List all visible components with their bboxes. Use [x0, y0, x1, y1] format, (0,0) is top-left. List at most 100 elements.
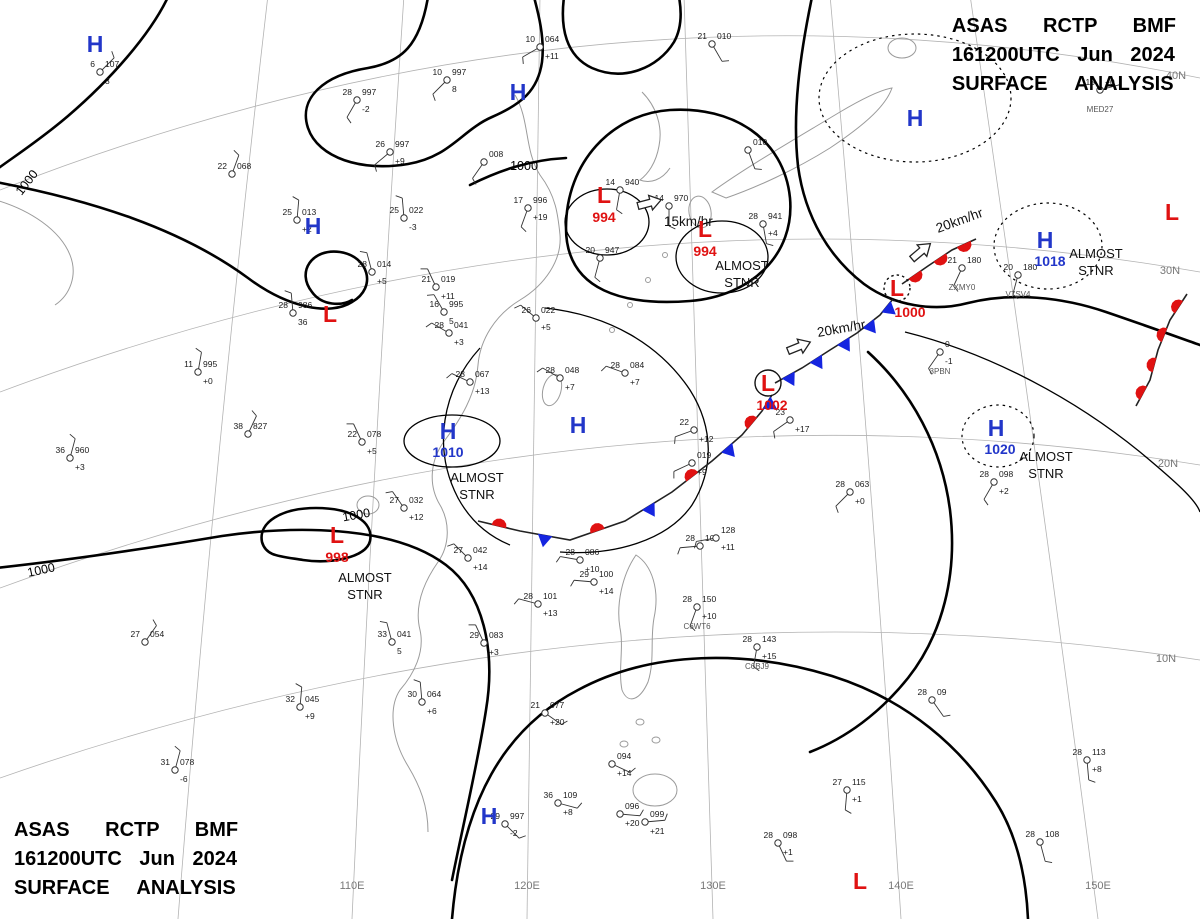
station-pressure: 008 [489, 149, 503, 159]
station-circle [464, 554, 472, 562]
station-pressure: 064 [545, 34, 559, 44]
station-circle [1083, 756, 1091, 764]
wind-barb-tick [1088, 779, 1096, 783]
pressure-value: 998 [325, 549, 349, 565]
station-pressure: 101 [543, 591, 557, 601]
wind-barb-tick [555, 556, 561, 563]
station-circle [693, 603, 701, 611]
station-id: ZXMY0 [949, 283, 976, 292]
station-circle [616, 810, 624, 818]
station-circle [608, 760, 616, 768]
movement-note: ALMOST [338, 570, 392, 585]
station-pressure: 947 [605, 245, 619, 255]
warm-front-marker [491, 518, 507, 529]
station-tendency: 8 [452, 84, 457, 94]
movement-note: STNR [459, 487, 494, 502]
pressure-letter: H [440, 418, 457, 444]
station-circle [708, 40, 716, 48]
pressure-letter: H [988, 415, 1005, 441]
longitude-label: 140E [888, 880, 914, 892]
high-pressure-center: H [510, 79, 527, 105]
isobar-1000 [0, 181, 369, 310]
wind-barb-tick [639, 809, 644, 816]
wind-barb-tick [629, 767, 636, 773]
station-circle [688, 459, 696, 467]
wind-barb-tick [835, 505, 839, 513]
pressure-value: 1010 [432, 444, 463, 460]
station-plot: 21 010 [698, 31, 731, 62]
station-pressure: 096 [625, 801, 639, 811]
station-plot: 33 041 5 [378, 621, 411, 656]
station-pressure: 064 [427, 689, 441, 699]
station-tendency: +10 [585, 564, 600, 574]
station-circle [524, 204, 532, 212]
station-plot: 25 022 -3 [390, 195, 423, 232]
pressure-letter: L [330, 522, 344, 548]
station-circle [774, 839, 782, 847]
station-temperature: 25 [390, 205, 400, 215]
wind-barb-tick [694, 541, 697, 549]
station-temperature: 21 [948, 255, 958, 265]
pressure-letter: L [1165, 199, 1179, 225]
wind-barb-tick [374, 164, 377, 172]
island-coastline [609, 327, 615, 333]
station-circle [466, 378, 474, 386]
station-circle [696, 542, 704, 550]
warm-front-marker [1135, 385, 1148, 400]
station-pressure: 108 [1045, 829, 1059, 839]
station-tendency: 5 [397, 646, 402, 656]
pressure-letter: H [1037, 227, 1054, 253]
station-circle [958, 264, 966, 272]
station-temperature: 23 [776, 407, 786, 417]
station-temperature: 27 [833, 777, 843, 787]
station-plot: 28 086 +10 [555, 547, 600, 574]
station-temperature: 28 [743, 634, 753, 644]
island-coastline [632, 773, 678, 807]
station-plot: 019 +9 [673, 450, 711, 479]
wind-barb-tick [928, 368, 933, 375]
isobar-dotted [818, 33, 1012, 163]
wind-barb-tick [346, 117, 352, 124]
station-temperature: 27 [131, 629, 141, 639]
isobar-value-label: 1000 [510, 159, 538, 173]
front-line [477, 394, 773, 541]
station-pressure: 115 [852, 777, 866, 787]
station-plot: 096 +20 [616, 801, 644, 828]
station-pressure: 083 [489, 630, 503, 640]
wind-barb-tick [284, 290, 292, 294]
station-pressure: 054 [150, 629, 164, 639]
isobar-1000 [0, 528, 491, 882]
center-circle [754, 369, 782, 397]
longitude-label: 120E [514, 880, 540, 892]
station-tendency: +0 [203, 376, 213, 386]
wind-barb-tick [561, 720, 568, 725]
station-pressure: 827 [253, 421, 267, 431]
station-circle [440, 308, 448, 316]
station-tendency: +13 [543, 608, 558, 618]
movement-arrow-icon [636, 194, 663, 212]
wind-barb-tick [174, 745, 181, 752]
isobar-1000 [808, 350, 954, 754]
station-plot: 23 +17 [773, 407, 810, 439]
station-tendency: +8 [563, 807, 573, 817]
station-temperature: 15 [1086, 77, 1096, 87]
cold-front [774, 298, 896, 386]
wind-barb-tick [152, 619, 157, 626]
station-circle [480, 158, 488, 166]
cold-front-marker [781, 371, 795, 386]
station-tendency: +15 [762, 651, 777, 661]
station-circle [843, 786, 851, 794]
station-id: C6BJ9 [745, 662, 770, 671]
station-temperature: 17 [514, 195, 524, 205]
station-pressure: 986 [298, 300, 312, 310]
station-temperature: 28 [749, 211, 759, 221]
station-pressure: 113 [1092, 747, 1106, 757]
station-tendency: +9 [697, 467, 707, 477]
station-tendency: -1 [945, 356, 953, 366]
station-temperature: 31 [161, 757, 171, 767]
station-temperature: 28 [566, 547, 576, 557]
station-tendency: +8 [1092, 764, 1102, 774]
